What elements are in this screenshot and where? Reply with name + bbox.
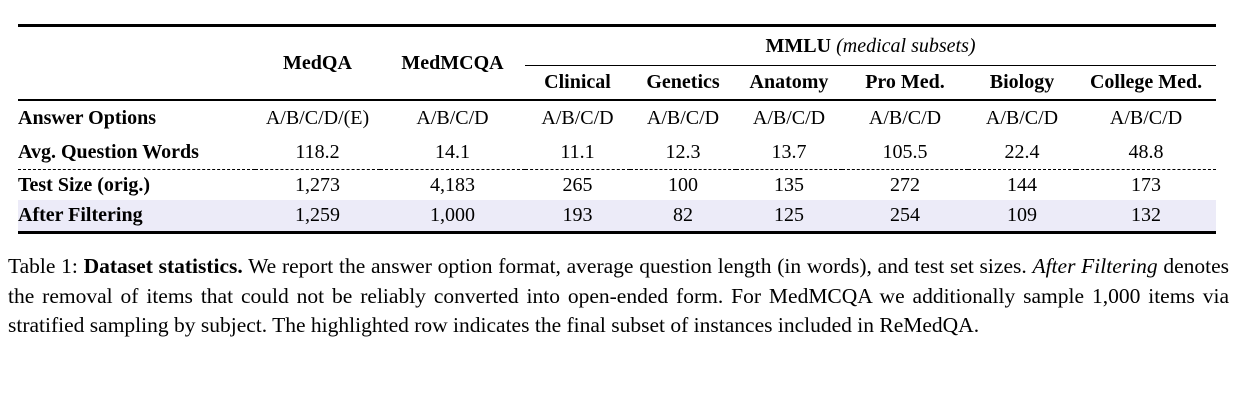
caption-body-1: We report the answer option format, aver… bbox=[242, 254, 1033, 278]
col-header-pro-med: Pro Med. bbox=[842, 65, 968, 101]
col-header-genetics: Genetics bbox=[630, 65, 736, 101]
cell: A/B/C/D/(E) bbox=[265, 107, 370, 129]
cell: 132 bbox=[1076, 200, 1217, 234]
mmlu-group-label: MMLU bbox=[765, 34, 832, 57]
header-spacer bbox=[18, 25, 255, 101]
caption-italic-term: After Filtering bbox=[1032, 254, 1158, 278]
col-header-medqa: MedQA bbox=[255, 25, 380, 101]
row-after-filtering: After Filtering 1,259 1,000 193 82 125 2… bbox=[18, 200, 1217, 234]
cell: 193 bbox=[525, 200, 630, 234]
cell: 48.8 bbox=[1076, 136, 1217, 170]
cell: 22.4 bbox=[968, 136, 1076, 170]
row-test-size-orig: Test Size (orig.) 1,273 4,183 265 100 13… bbox=[18, 170, 1216, 201]
cell: A/B/C/D bbox=[541, 107, 614, 129]
cell: 1,259 bbox=[255, 200, 380, 234]
cell: 109 bbox=[968, 200, 1076, 234]
row-label: After Filtering bbox=[18, 200, 255, 234]
cell: A/B/C/D bbox=[1109, 107, 1183, 129]
cell: 173 bbox=[1131, 173, 1162, 196]
cell: A/B/C/D bbox=[646, 107, 720, 129]
header-row-sub: Clinical Genetics Anatomy Pro Med. Biolo… bbox=[18, 65, 1217, 101]
cell: 135 bbox=[774, 173, 804, 196]
row-avg-question-words: Avg. Question Words 118.2 14.1 11.1 12.3… bbox=[18, 136, 1217, 170]
cell: 11.1 bbox=[525, 136, 630, 170]
col-header-biology: Biology bbox=[968, 65, 1076, 101]
row-label: Test Size (orig.) bbox=[18, 173, 151, 196]
col-header-college-med: College Med. bbox=[1076, 65, 1217, 101]
row-answer-options: Answer Options A/B/C/D/(E) A/B/C/D A/B/C… bbox=[18, 100, 1216, 136]
header-row-top: MedQA MedMCQA MMLU (medical subsets) bbox=[18, 25, 1217, 101]
cell: 105.5 bbox=[842, 136, 968, 170]
cell: 144 bbox=[1007, 173, 1037, 196]
caption-title: Dataset statistics. bbox=[83, 254, 243, 278]
cell: 272 bbox=[890, 173, 920, 196]
cell: 1,273 bbox=[295, 173, 340, 196]
cell: 13.7 bbox=[736, 136, 842, 170]
caption-body-2: denotes the removal of items that could … bbox=[8, 254, 1230, 337]
dataset-statistics-table: MedQA MedMCQA MMLU (medical subsets) Cli… bbox=[18, 24, 1217, 234]
cell: A/B/C/D bbox=[868, 107, 942, 129]
table-caption: Table 1: Dataset statistics. We report t… bbox=[8, 252, 1229, 341]
col-header-anatomy: Anatomy bbox=[736, 65, 842, 101]
col-header-medmcqa: MedMCQA bbox=[380, 25, 525, 101]
dataset-statistics-table-container: MedQA MedMCQA MMLU (medical subsets) Cli… bbox=[18, 24, 1217, 234]
cell: 118.2 bbox=[255, 136, 380, 170]
cell: A/B/C/D bbox=[416, 107, 489, 129]
cell: 12.3 bbox=[630, 136, 736, 170]
cell: 82 bbox=[630, 200, 736, 234]
row-label: Avg. Question Words bbox=[18, 136, 255, 170]
cell: 100 bbox=[668, 173, 698, 196]
cell: 125 bbox=[736, 200, 842, 234]
caption-prefix: Table 1: bbox=[8, 254, 84, 278]
col-group-header-mmlu: MMLU (medical subsets) bbox=[525, 25, 1217, 66]
cell: A/B/C/D bbox=[985, 107, 1059, 129]
cell: 4,183 bbox=[430, 173, 475, 196]
cell: A/B/C/D bbox=[752, 107, 826, 129]
cell: 265 bbox=[562, 173, 593, 196]
col-header-clinical: Clinical bbox=[525, 65, 630, 101]
cell: 254 bbox=[842, 200, 968, 234]
mmlu-group-note: (medical subsets) bbox=[836, 34, 976, 57]
cell: 14.1 bbox=[380, 136, 525, 170]
row-label: Answer Options bbox=[18, 107, 156, 129]
cell: 1,000 bbox=[380, 200, 525, 234]
